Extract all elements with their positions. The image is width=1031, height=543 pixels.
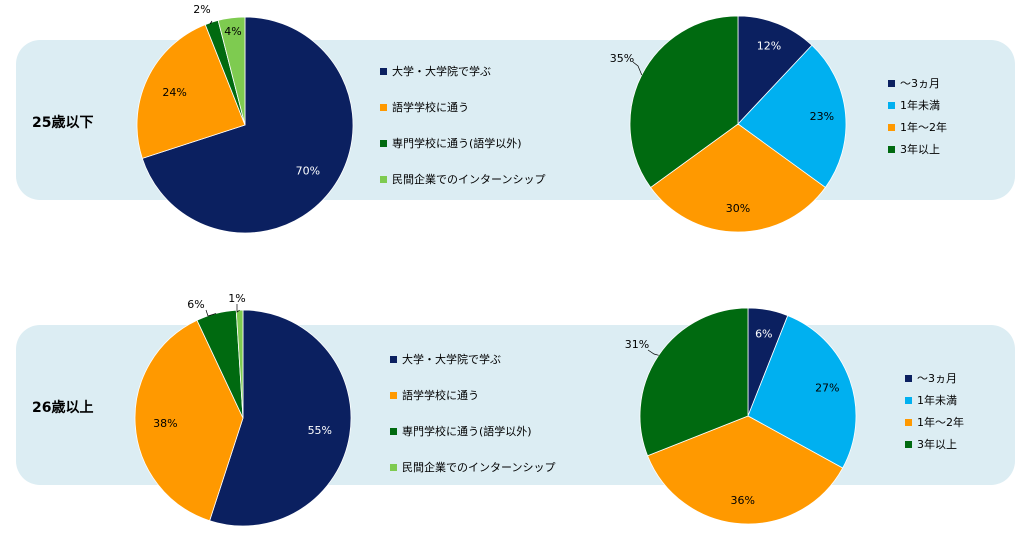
legend-item: 1年～2年	[888, 120, 947, 136]
legend-swatch	[390, 428, 397, 435]
legend-item: 語学学校に通う	[390, 388, 555, 404]
legend-label: 1年～2年	[917, 416, 964, 429]
legend-label: 大学・大学院で学ぶ	[402, 353, 501, 366]
legend-label: 1年未満	[917, 394, 957, 407]
legend-item: 専門学校に通う(語学以外)	[380, 136, 545, 152]
legend-item: ～3ヵ月	[888, 76, 947, 92]
row-label-26-over: 26歳以上	[32, 400, 94, 416]
slice-label: 23%	[810, 110, 834, 123]
leader-line	[236, 304, 240, 313]
purpose-legend-row2: 大学・大学院で学ぶ 語学学校に通う 専門学校に通う(語学以外) 民間企業でのイン…	[390, 352, 555, 496]
pie-slice	[235, 309, 244, 419]
pie-chart-1: 70% 24% 2% 4%	[136, 3, 354, 234]
slice-label: 35%	[610, 52, 634, 65]
pie-slice	[737, 15, 813, 126]
pie-chart-3: 55% 38% 6% 1%	[134, 292, 352, 527]
leader-line	[632, 61, 643, 76]
legend-label: ～3ヵ月	[917, 372, 957, 385]
leader-line	[209, 20, 213, 25]
slice-label: 38%	[153, 417, 177, 430]
legend-item: 専門学校に通う(語学以外)	[390, 424, 555, 440]
legend-item: 大学・大学院で学ぶ	[380, 64, 545, 80]
leader-line	[647, 349, 659, 356]
pie-slice	[209, 309, 352, 527]
legend-label: 1年未満	[900, 99, 940, 112]
legend-swatch	[888, 146, 895, 153]
legend-swatch	[888, 124, 895, 131]
legend-label: 専門学校に通う(語学以外)	[402, 425, 532, 438]
legend-swatch	[905, 397, 912, 404]
slice-label: 4%	[224, 25, 241, 38]
period-legend-row2: ～3ヵ月 1年未満 1年～2年 3年以上	[905, 371, 964, 459]
legend-item: 民間企業でのインターンシップ	[390, 460, 555, 476]
slice-label: 70%	[296, 165, 320, 178]
slice-label: 6%	[187, 298, 204, 311]
legend-label: ～3ヵ月	[900, 77, 940, 90]
pie-slice	[650, 123, 826, 233]
slice-label: 24%	[162, 86, 186, 99]
pie-slice	[134, 319, 244, 522]
pie-slice	[639, 307, 749, 457]
legend-label: 3年以上	[917, 438, 957, 451]
legend-item: 3年以上	[888, 142, 947, 158]
row-label-25-under: 25歳以下	[32, 115, 94, 131]
slice-label: 30%	[726, 202, 750, 215]
leader-line	[205, 309, 217, 317]
legend-swatch	[390, 356, 397, 363]
slice-label: 55%	[308, 424, 332, 437]
slice-label: 36%	[730, 494, 754, 507]
legend-item: 民間企業でのインターンシップ	[380, 172, 545, 188]
legend-swatch	[380, 104, 387, 111]
legend-swatch	[380, 68, 387, 75]
legend-item: ～3ヵ月	[905, 371, 964, 387]
slice-label: 31%	[625, 338, 649, 351]
legend-swatch	[380, 140, 387, 147]
legend-label: 民間企業でのインターンシップ	[402, 461, 556, 474]
pie-slice	[647, 415, 844, 525]
legend-swatch	[390, 392, 397, 399]
legend-swatch	[905, 375, 912, 382]
legend-item: 1年～2年	[905, 415, 964, 431]
slice-label: 27%	[815, 382, 839, 395]
pie-slice	[217, 16, 246, 126]
legend-label: 語学学校に通う	[392, 101, 469, 114]
pie-slice	[737, 44, 847, 189]
legend-item: 語学学校に通う	[380, 100, 545, 116]
legend-item: 3年以上	[905, 437, 964, 453]
pie-chart-4: 6% 27% 36% 31%	[625, 307, 857, 525]
pie-chart-2: 12% 23% 30% 35%	[610, 15, 847, 233]
slice-label: 6%	[755, 327, 772, 340]
legend-label: 3年以上	[900, 143, 940, 156]
legend-item: 大学・大学院で学ぶ	[390, 352, 555, 368]
slice-label: 2%	[193, 3, 210, 16]
legend-swatch	[888, 80, 895, 87]
slice-label: 12%	[757, 40, 781, 53]
legend-item: 1年未満	[888, 98, 947, 114]
pie-slice	[141, 16, 354, 234]
purpose-legend-row1: 大学・大学院で学ぶ 語学学校に通う 専門学校に通う(語学以外) 民間企業でのイン…	[380, 64, 545, 208]
legend-label: 専門学校に通う(語学以外)	[392, 137, 522, 150]
legend-label: 語学学校に通う	[402, 389, 479, 402]
legend-label: 民間企業でのインターンシップ	[392, 173, 546, 186]
legend-label: 大学・大学院で学ぶ	[392, 65, 491, 78]
period-legend-row1: ～3ヵ月 1年未満 1年～2年 3年以上	[888, 76, 947, 164]
legend-swatch	[390, 464, 397, 471]
legend-label: 1年～2年	[900, 121, 947, 134]
legend-swatch	[380, 176, 387, 183]
legend-item: 1年未満	[905, 393, 964, 409]
pie-slice	[136, 24, 246, 159]
legend-swatch	[905, 441, 912, 448]
pie-slice	[747, 315, 857, 469]
legend-swatch	[905, 419, 912, 426]
slice-label: 1%	[228, 292, 245, 305]
legend-swatch	[888, 102, 895, 109]
